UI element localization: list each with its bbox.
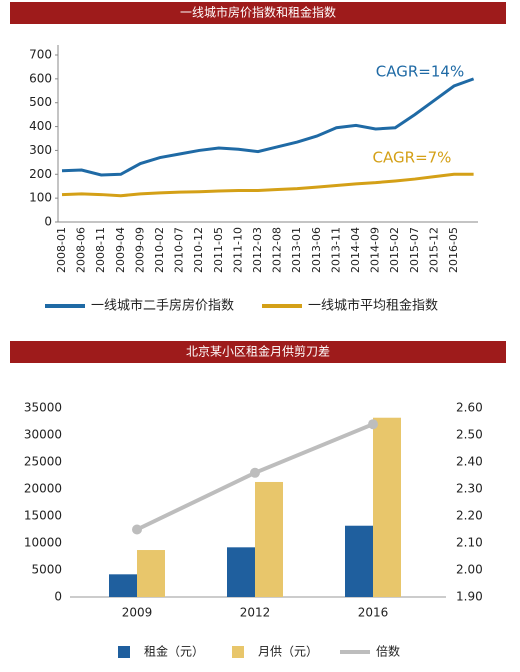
legend-label: 倍数 [376,644,400,659]
y-tick-label: 400 [29,119,52,133]
x-tick-label: 2009 [122,606,153,620]
y-tick-label: 600 [29,71,52,85]
y2-tick-label: 2.30 [456,482,483,496]
y-tick-label: 15000 [24,509,62,523]
chart-title: 一线城市房价指数和租金指数 [180,5,336,20]
x-tick-label: 2009-04 [114,227,127,273]
legend-label: 月供（元） [258,645,318,659]
y2-tick-label: 2.60 [456,401,483,415]
y2-tick-label: 2.00 [456,563,483,577]
x-tick-label: 2013-11 [329,227,342,273]
x-tick-label: 2012-08 [271,227,284,273]
y-tick-label: 500 [29,95,52,109]
series-line [61,172,474,198]
bar [137,550,165,597]
y-tick-label: 0 [54,590,62,604]
x-tick-label: 2014-04 [349,227,362,273]
x-tick-label: 2015-02 [388,227,401,273]
legend-label: 一线城市二手房房价指数 [91,298,234,314]
bar [255,481,283,597]
x-tick-label: 2010-02 [153,227,166,273]
bar [373,417,401,597]
legend-label: 一线城市平均租金指数 [308,298,438,314]
legend-swatch [118,646,130,658]
legend-swatch [232,646,244,658]
y-tick-label: 200 [29,167,52,181]
y2-tick-label: 2.10 [456,536,483,550]
x-tick-label: 2008-11 [94,227,107,273]
header-bar [10,2,506,24]
legend-label: 租金（元） [144,644,204,659]
y-tick-label: 700 [29,48,52,62]
x-tick-label: 2015-12 [427,227,440,273]
x-tick-label: 2013-06 [310,227,323,273]
chart-title: 北京某小区租金月供剪刀差 [186,344,330,359]
y2-tick-label: 2.50 [456,428,483,442]
y2-tick-label: 1.90 [456,590,483,604]
x-tick-label: 2008-06 [75,227,88,273]
x-tick-label: 2012 [240,606,271,620]
x-tick-label: 2013-01 [290,227,303,273]
y-tick-label: 10000 [24,536,62,550]
y2-tick-label: 2.40 [456,455,483,469]
line-marker [132,524,142,535]
y-tick-label: 100 [29,191,52,205]
y-tick-label: 20000 [24,482,62,496]
y-tick-label: 300 [29,143,52,157]
x-tick-label: 2010-12 [192,227,205,273]
series-line [61,77,475,177]
x-tick-label: 2014-09 [369,227,382,273]
annotation: CAGR=14% [376,63,464,81]
y-tick-label: 5000 [31,563,62,577]
x-tick-label: 2009-09 [133,227,146,273]
x-tick-label: 2016 [358,606,389,620]
bar [345,525,373,597]
bar [109,574,137,597]
x-tick-label: 2010-07 [173,227,186,273]
x-tick-label: 2012-03 [251,227,264,273]
annotation: CAGR=7% [373,149,452,167]
x-tick-label: 2016-05 [447,227,460,273]
x-tick-label: 2011-10 [231,227,244,273]
y-tick-label: 25000 [24,455,62,469]
y-tick-label: 35000 [24,401,62,415]
y-tick-label: 0 [44,215,52,229]
y2-tick-label: 2.20 [456,509,483,523]
bar [227,547,255,597]
x-tick-label: 2008-01 [55,227,68,273]
line-marker [368,419,378,430]
line-marker [250,467,260,478]
x-tick-label: 2015-07 [408,227,421,273]
y-tick-label: 30000 [24,428,62,442]
x-tick-label: 2011-05 [212,227,225,273]
header-bar [10,341,506,363]
